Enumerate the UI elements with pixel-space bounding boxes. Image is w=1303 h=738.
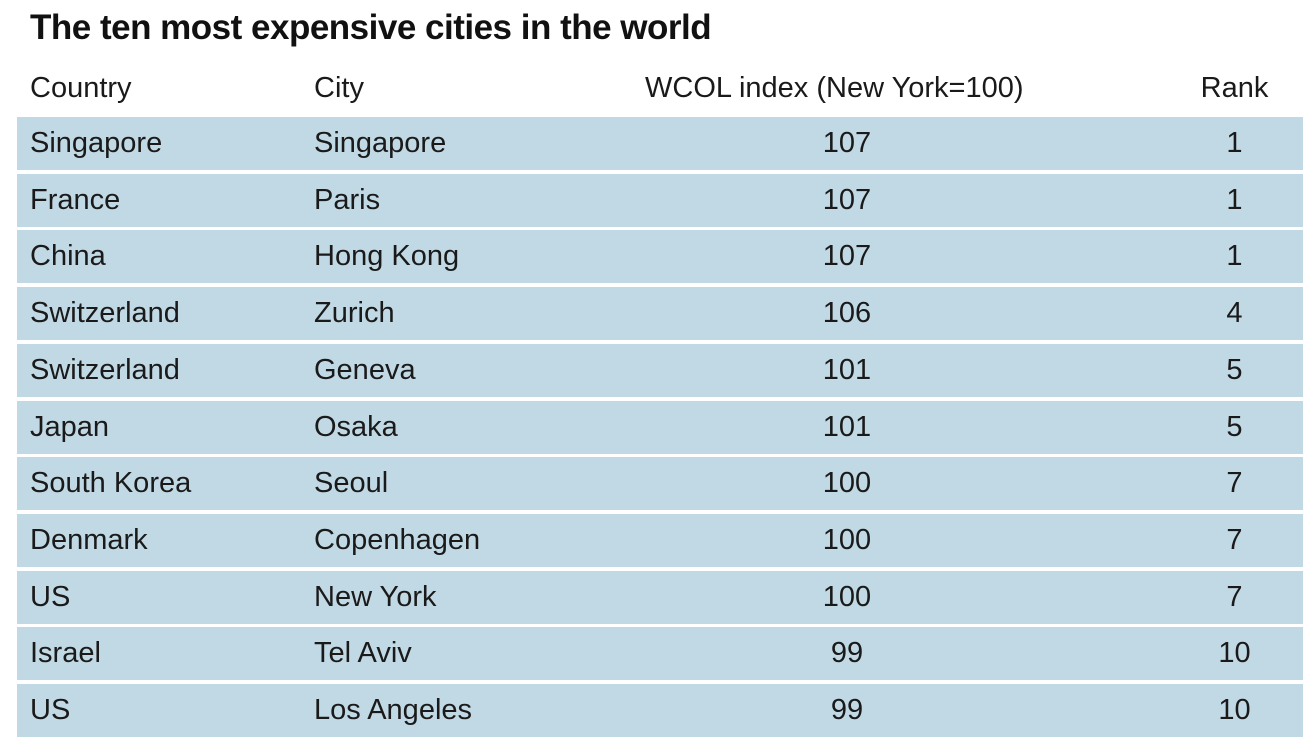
table-row: US New York 100 7	[17, 570, 1303, 624]
city-cell: Singapore	[314, 127, 447, 159]
city-cell: Los Angeles	[314, 694, 473, 726]
rank-cell: 7	[1226, 580, 1243, 613]
city-cell: Seoul	[314, 467, 389, 500]
index-cell: 99	[830, 694, 864, 726]
index-cell: 100	[822, 580, 872, 613]
table-row: US Los Angeles 99 10	[17, 684, 1303, 737]
table-title: The ten most expensive cities in the wor…	[30, 8, 712, 47]
country-cell: Japan	[30, 410, 110, 443]
index-cell: 101	[822, 410, 872, 443]
column-header-wcol-index: WCOL index (New York=100)	[645, 72, 1024, 104]
city-cell: Zurich	[314, 297, 395, 330]
table-header: Country City WCOL index (New York=100) R…	[17, 68, 1303, 108]
column-header-country: Country	[30, 72, 132, 104]
city-cell: Geneva	[314, 353, 416, 386]
rank-cell: 5	[1226, 410, 1243, 443]
country-cell: US	[30, 694, 71, 726]
table-row: Denmark Copenhagen 100 7	[17, 513, 1303, 567]
index-cell: 99	[830, 637, 864, 670]
column-header-rank: Rank	[1200, 72, 1269, 104]
rank-cell: 10	[1218, 637, 1251, 670]
country-cell: Denmark	[30, 523, 148, 556]
city-cell: Copenhagen	[314, 523, 481, 556]
table-row: Israel Tel Aviv 99 10	[17, 627, 1303, 681]
country-cell: US	[30, 580, 71, 613]
city-cell: Osaka	[314, 410, 398, 443]
city-cell: Hong Kong	[314, 240, 460, 273]
table-row: Singapore Singapore 107 1	[17, 117, 1303, 170]
city-cell: Paris	[314, 183, 381, 216]
country-cell: Israel	[30, 637, 101, 670]
country-cell: France	[30, 183, 121, 216]
table-row: Switzerland Geneva 101 5	[17, 343, 1303, 397]
column-header-city: City	[314, 72, 364, 104]
country-cell: Switzerland	[30, 353, 180, 386]
rank-cell: 5	[1226, 353, 1243, 386]
city-cell: New York	[314, 580, 437, 613]
rank-cell: 10	[1218, 694, 1251, 726]
table-row: Japan Osaka 101 5	[17, 400, 1303, 454]
index-cell: 107	[822, 183, 872, 216]
rank-cell: 7	[1226, 523, 1243, 556]
index-cell: 100	[822, 523, 872, 556]
index-cell: 107	[822, 127, 872, 159]
table-row: France Paris 107 1	[17, 173, 1303, 227]
table-row: Switzerland Zurich 106 4	[17, 287, 1303, 341]
index-cell: 100	[822, 467, 872, 500]
index-cell: 106	[822, 297, 872, 330]
rank-cell: 1	[1226, 183, 1243, 216]
country-cell: China	[30, 240, 106, 273]
rank-cell: 1	[1226, 240, 1243, 273]
rank-cell: 4	[1226, 297, 1243, 330]
country-cell: South Korea	[30, 467, 192, 500]
country-cell: Singapore	[30, 127, 163, 159]
index-cell: 107	[822, 240, 872, 273]
table-row: South Korea Seoul 100 7	[17, 457, 1303, 511]
table-row: China Hong Kong 107 1	[17, 230, 1303, 284]
rank-cell: 1	[1226, 127, 1243, 159]
index-cell: 101	[822, 353, 872, 386]
rank-cell: 7	[1226, 467, 1243, 500]
city-cell: Tel Aviv	[314, 637, 412, 670]
country-cell: Switzerland	[30, 297, 180, 330]
